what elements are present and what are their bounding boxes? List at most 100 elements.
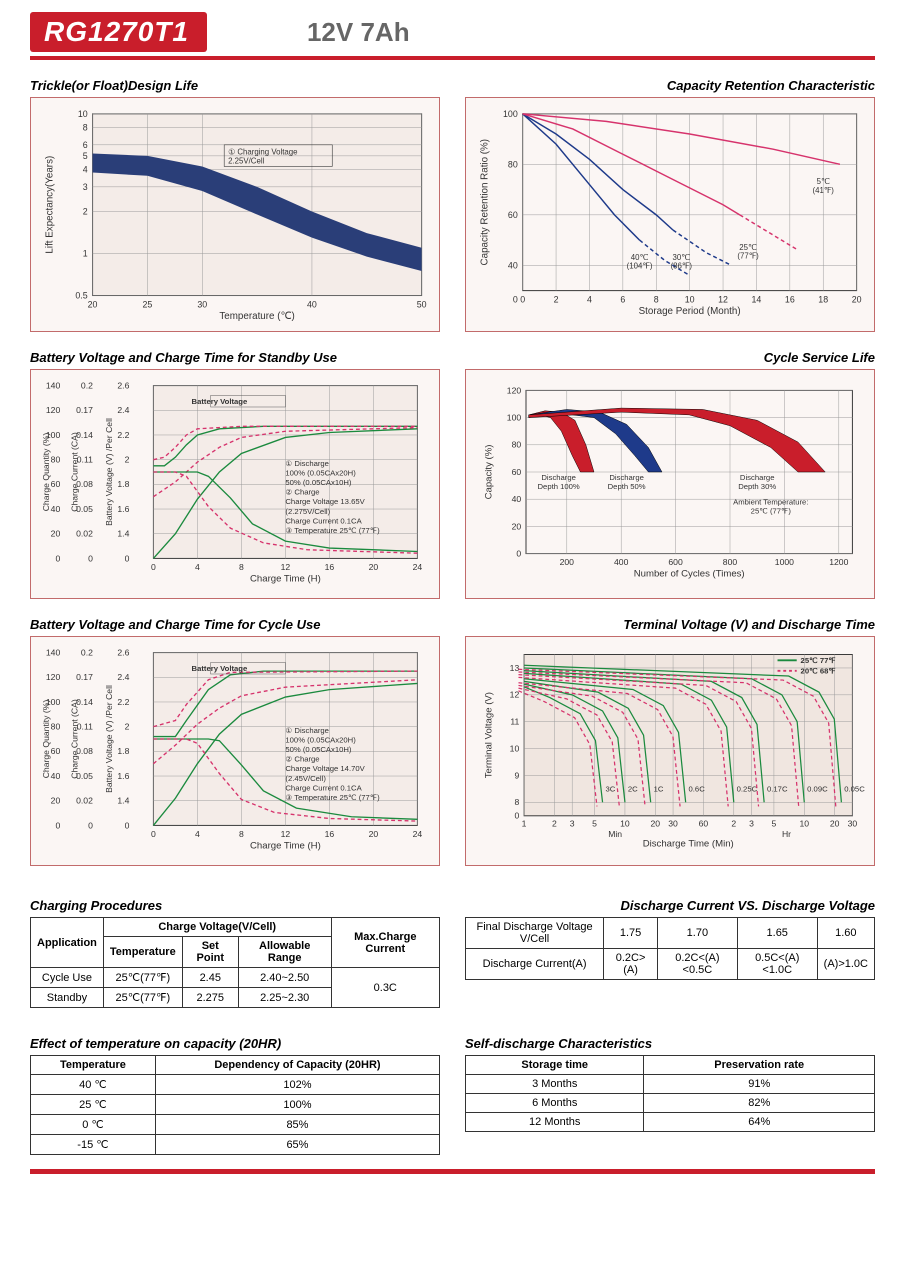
svg-text:3: 3 [83, 182, 88, 192]
svg-text:10: 10 [78, 109, 88, 119]
svg-text:120: 120 [507, 385, 522, 395]
svg-text:Charge Quantity (%): Charge Quantity (%) [41, 433, 51, 512]
svg-text:② Charge: ② Charge [285, 755, 319, 764]
svg-text:60: 60 [51, 479, 61, 489]
svg-text:Hr: Hr [782, 829, 791, 839]
svg-text:400: 400 [614, 557, 629, 567]
svg-text:2.6: 2.6 [117, 380, 129, 390]
svg-text:60: 60 [512, 467, 522, 477]
trickle-title: Trickle(or Float)Design Life [30, 78, 440, 93]
svg-text:50: 50 [417, 299, 427, 309]
svg-text:(2.275V/Cell): (2.275V/Cell) [285, 507, 330, 516]
svg-text:8: 8 [654, 294, 659, 304]
discharge-title: Terminal Voltage (V) and Discharge Time [465, 617, 875, 632]
svg-text:10: 10 [685, 294, 695, 304]
discharge-chart: 891011121301235102030602351020303C2C1C0.… [465, 636, 875, 866]
svg-text:1000: 1000 [775, 557, 794, 567]
svg-text:Charge Voltage 13.65V: Charge Voltage 13.65V [285, 497, 365, 506]
charging-proc-title: Charging Procedures [30, 898, 440, 913]
svg-text:5: 5 [592, 818, 597, 828]
svg-text:0.17: 0.17 [76, 672, 93, 682]
svg-text:16: 16 [325, 829, 335, 839]
svg-text:80: 80 [508, 159, 518, 169]
svg-text:0.2: 0.2 [81, 647, 93, 657]
svg-text:0: 0 [88, 820, 93, 830]
table-row: 12 Months64% [466, 1113, 875, 1132]
svg-text:Depth 100%: Depth 100% [538, 482, 580, 491]
svg-text:12: 12 [510, 690, 520, 700]
svg-text:6: 6 [620, 294, 625, 304]
svg-text:③ Temperature 25℃ (77℉): ③ Temperature 25℃ (77℉) [285, 793, 380, 802]
svg-text:0.6C: 0.6C [689, 785, 706, 794]
tempeffect-table: TemperatureDependency of Capacity (20HR)… [30, 1055, 440, 1155]
svg-text:40: 40 [307, 299, 317, 309]
svg-text:2.6: 2.6 [117, 647, 129, 657]
svg-text:0: 0 [125, 553, 130, 563]
svg-text:Battery Voltage: Battery Voltage [192, 397, 248, 406]
table-row: 0 ℃85% [31, 1115, 440, 1135]
svg-text:① Discharge: ① Discharge [285, 459, 329, 468]
svg-text:11: 11 [510, 717, 519, 727]
svg-text:20: 20 [88, 299, 98, 309]
svg-text:Charge Quantity (%): Charge Quantity (%) [41, 700, 51, 779]
svg-text:0.02: 0.02 [76, 796, 93, 806]
svg-text:40: 40 [51, 504, 61, 514]
th-ar: Allowable Range [238, 937, 331, 968]
svg-text:0: 0 [513, 294, 518, 304]
svg-text:0: 0 [55, 820, 60, 830]
svg-text:Battery Voltage: Battery Voltage [192, 664, 248, 673]
svg-text:3: 3 [749, 818, 754, 828]
svg-text:1.8: 1.8 [117, 746, 129, 756]
svg-text:0: 0 [151, 562, 156, 572]
svg-text:100: 100 [507, 412, 522, 422]
svg-text:60: 60 [699, 818, 709, 828]
svg-text:Terminal Voltage (V): Terminal Voltage (V) [483, 692, 494, 778]
svg-text:Charge Current (CA): Charge Current (CA) [70, 699, 80, 779]
svg-text:25℃: 25℃ [739, 243, 757, 252]
svg-text:1.6: 1.6 [117, 504, 129, 514]
svg-text:2.4: 2.4 [117, 405, 129, 415]
svg-text:0: 0 [514, 811, 519, 821]
svg-text:8: 8 [239, 562, 244, 572]
svg-text:Charge Current (CA): Charge Current (CA) [70, 432, 80, 512]
svg-text:0: 0 [516, 548, 521, 558]
model-number: RG1270T1 [30, 12, 207, 52]
svg-text:2: 2 [125, 722, 130, 732]
svg-text:1C: 1C [654, 785, 664, 794]
th-temp: Temperature [103, 937, 182, 968]
table-row: Final Discharge Voltage V/Cell 1.75 1.70… [466, 918, 875, 949]
svg-text:20: 20 [369, 829, 379, 839]
svg-text:① Discharge: ① Discharge [285, 726, 329, 735]
svg-text:1200: 1200 [829, 557, 848, 567]
svg-text:2: 2 [554, 294, 559, 304]
svg-text:4: 4 [195, 829, 200, 839]
table-row: Discharge Current(A) 0.2C>(A) 0.2C<(A)<0… [466, 949, 875, 980]
svg-text:600: 600 [668, 557, 683, 567]
retention-title: Capacity Retention Characteristic [465, 78, 875, 93]
svg-text:8: 8 [239, 829, 244, 839]
svg-text:100: 100 [503, 109, 518, 119]
svg-text:Discharge: Discharge [609, 473, 644, 482]
svg-text:100% (0.05CAx20H): 100% (0.05CAx20H) [285, 468, 356, 477]
svg-text:Charge Time (H): Charge Time (H) [250, 573, 321, 584]
svg-text:120: 120 [46, 405, 61, 415]
svg-text:50% (0.05CAx10H): 50% (0.05CAx10H) [285, 478, 352, 487]
svg-text:0: 0 [151, 829, 156, 839]
svg-text:3C: 3C [605, 785, 615, 794]
svg-text:Depth 50%: Depth 50% [608, 482, 646, 491]
svg-text:Discharge: Discharge [541, 473, 576, 482]
cyclecharge-title: Battery Voltage and Charge Time for Cycl… [30, 617, 440, 632]
svg-text:12: 12 [281, 829, 291, 839]
svg-text:1.8: 1.8 [117, 479, 129, 489]
svg-text:Battery Voltage (V) /Per Cell: Battery Voltage (V) /Per Cell [104, 418, 114, 526]
svg-text:0.17: 0.17 [76, 405, 93, 415]
svg-text:5℃: 5℃ [817, 177, 830, 186]
svg-text:20: 20 [852, 294, 862, 304]
footer-redbar [30, 1169, 875, 1174]
svg-text:Temperature (℃): Temperature (℃) [219, 311, 294, 322]
svg-text:800: 800 [723, 557, 738, 567]
svg-text:30: 30 [197, 299, 207, 309]
table-row: 6 Months82% [466, 1094, 875, 1113]
svg-text:18: 18 [818, 294, 828, 304]
svg-text:16: 16 [325, 562, 335, 572]
